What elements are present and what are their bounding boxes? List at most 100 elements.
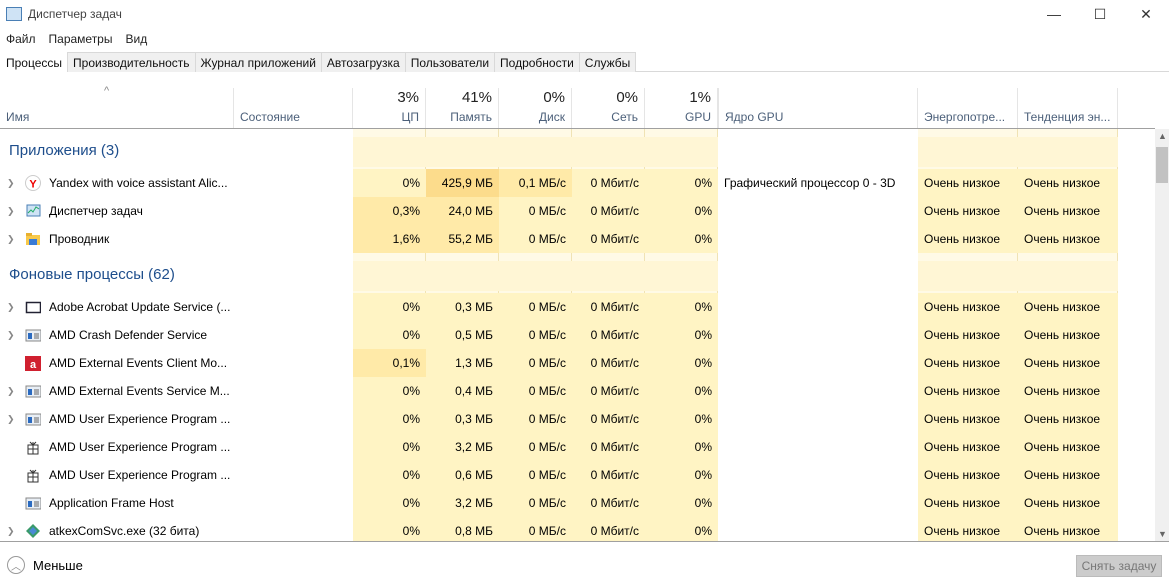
expand-chevron-icon[interactable]: ❯ bbox=[7, 386, 15, 396]
cell-gpu: 0% bbox=[645, 293, 718, 321]
column-header-cpu[interactable]: 3% ЦП bbox=[353, 88, 426, 128]
tab-3[interactable]: Автозагрузка bbox=[320, 52, 406, 72]
cell-disk: 0,1 МБ/с bbox=[499, 169, 572, 197]
cell-power-usage: Очень низкое bbox=[918, 405, 1018, 433]
cell-cpu: 0% bbox=[353, 293, 426, 321]
column-header-gpu[interactable]: 1% GPU bbox=[645, 88, 718, 128]
column-label: Состояние bbox=[240, 110, 300, 124]
cell-memory: 0,6 МБ bbox=[426, 461, 499, 489]
cell-disk: 0 МБ/с bbox=[499, 517, 572, 541]
cell-power-usage: Очень низкое bbox=[918, 321, 1018, 349]
process-row[interactable]: AMD User Experience Program ... 0% 3,2 МБ 0… bbox=[0, 433, 1155, 461]
process-row[interactable]: ❯ AMD External Events Service M... 0% 0,4 М… bbox=[0, 377, 1155, 405]
column-label: Энергопотре... bbox=[924, 110, 1006, 124]
cell-network: 0 Мбит/с bbox=[572, 461, 645, 489]
process-name: Проводник bbox=[49, 232, 110, 246]
cell-gpu: 0% bbox=[645, 517, 718, 541]
scroll-down-icon[interactable]: ▼ bbox=[1158, 529, 1167, 539]
cell-cpu: 0% bbox=[353, 169, 426, 197]
cell-gpu: 0% bbox=[645, 489, 718, 517]
column-header-disk[interactable]: 0% Диск bbox=[499, 88, 572, 128]
column-header-network[interactable]: 0% Сеть bbox=[572, 88, 645, 128]
group-header[interactable]: Фоновые процессы (62) bbox=[0, 261, 1155, 291]
minimize-button[interactable]: — bbox=[1047, 6, 1061, 22]
atkex-icon bbox=[25, 523, 41, 539]
cell-power-trend: Очень низкое bbox=[1018, 293, 1118, 321]
svg-text:Y: Y bbox=[29, 179, 37, 191]
close-button[interactable]: ✕ bbox=[1140, 5, 1152, 22]
column-header-memory[interactable]: 41% Память bbox=[426, 88, 499, 128]
process-row[interactable]: ❯ Проводник 1,6% 55,2 МБ 0 МБ/с 0 Мбит/с 0% Оче… bbox=[0, 225, 1155, 253]
menu-view[interactable]: Вид bbox=[125, 32, 148, 46]
expand-chevron-icon[interactable]: ❯ bbox=[7, 526, 15, 536]
cell-cpu: 0% bbox=[353, 321, 426, 349]
column-header-power-usage[interactable]: Энергопотре... bbox=[918, 88, 1018, 128]
group-header[interactable]: Приложения (3) bbox=[0, 137, 1155, 167]
group-cell bbox=[353, 137, 426, 167]
expand-chevron-icon[interactable]: ❯ bbox=[7, 302, 15, 312]
tab-4[interactable]: Пользователи bbox=[404, 52, 496, 72]
cell-power-usage: Очень низкое bbox=[918, 461, 1018, 489]
tab-6[interactable]: Службы bbox=[578, 52, 637, 72]
menu-options[interactable]: Параметры bbox=[48, 32, 113, 46]
process-row[interactable]: a AMD External Events Client Mo... 0,1% 1,3… bbox=[0, 349, 1155, 377]
cell-disk: 0 МБ/с bbox=[499, 197, 572, 225]
group-cell bbox=[1018, 137, 1118, 167]
scrollbar-thumb[interactable] bbox=[1156, 147, 1168, 183]
cell-memory: 425,9 МБ bbox=[426, 169, 499, 197]
group-cell bbox=[499, 261, 572, 291]
expand-chevron-icon[interactable]: ❯ bbox=[7, 206, 15, 216]
cell-power-usage: Очень низкое bbox=[918, 225, 1018, 253]
cell-gpu: 0% bbox=[645, 461, 718, 489]
expand-chevron-icon[interactable]: ❯ bbox=[7, 414, 15, 424]
end-task-button[interactable]: Снять задачу bbox=[1076, 555, 1162, 577]
column-label: Диск bbox=[538, 110, 565, 124]
expand-chevron-icon[interactable]: ❯ bbox=[7, 178, 15, 188]
expand-chevron-icon[interactable]: ❯ bbox=[7, 234, 15, 244]
group-cell bbox=[426, 261, 499, 291]
process-row[interactable]: ❯ Adobe Acrobat Update Service (... 0% 0,3 … bbox=[0, 293, 1155, 321]
cell-disk: 0 МБ/с bbox=[499, 489, 572, 517]
column-header-power-trend[interactable]: Тенденция эн... bbox=[1018, 88, 1118, 128]
fewer-details-button[interactable]: ︿ Меньше bbox=[7, 556, 83, 574]
maximize-button[interactable]: ☐ bbox=[1093, 5, 1107, 22]
cell-network: 0 Мбит/с bbox=[572, 349, 645, 377]
cell-disk: 0 МБ/с bbox=[499, 293, 572, 321]
explorer-icon bbox=[25, 231, 41, 247]
cell-power-usage: Очень низкое bbox=[918, 293, 1018, 321]
tab-1[interactable]: Производительность bbox=[67, 52, 196, 72]
cell-power-usage: Очень низкое bbox=[918, 377, 1018, 405]
expand-chevron-icon[interactable]: ❯ bbox=[7, 330, 15, 340]
process-name: AMD User Experience Program ... bbox=[49, 412, 231, 426]
vertical-scrollbar[interactable]: ▲ ▼ bbox=[1155, 129, 1169, 541]
tab-2[interactable]: Журнал приложений bbox=[194, 52, 322, 72]
process-row[interactable]: ❯ Диспетчер задач 0,3% 24,0 МБ 0 МБ/с 0 Мбит/… bbox=[0, 197, 1155, 225]
cell-memory: 1,3 МБ bbox=[426, 349, 499, 377]
cell-network: 0 Мбит/с bbox=[572, 489, 645, 517]
process-row[interactable]: Application Frame Host 0% 3,2 МБ 0 МБ/с 0 Мб… bbox=[0, 489, 1155, 517]
process-row[interactable]: AMD User Experience Program ... 0% 0,6 МБ 0… bbox=[0, 461, 1155, 489]
tab-5[interactable]: Подробности bbox=[494, 52, 580, 72]
column-header-name[interactable]: ^ Имя bbox=[0, 85, 233, 128]
chevron-up-icon: ︿ bbox=[7, 556, 25, 574]
cell-cpu: 1,6% bbox=[353, 225, 426, 253]
column-label: Тенденция эн... bbox=[1024, 110, 1111, 124]
process-row[interactable]: ❯ Y Yandex with voice assistant Alic... 0% 4… bbox=[0, 169, 1155, 197]
process-row[interactable]: ❯ atkexComSvc.exe (32 бита) 0% 0,8 МБ 0 МБ/с… bbox=[0, 517, 1155, 541]
cell-power-trend: Очень низкое bbox=[1018, 169, 1118, 197]
column-header-gpu-engine[interactable]: Ядро GPU bbox=[718, 88, 918, 128]
yandex-icon: Y bbox=[25, 175, 41, 191]
process-row[interactable]: ❯ AMD Crash Defender Service 0% 0,5 МБ 0 МБ/… bbox=[0, 321, 1155, 349]
tab-0[interactable]: Процессы bbox=[0, 52, 69, 73]
scroll-up-icon[interactable]: ▲ bbox=[1158, 131, 1167, 141]
column-header-status[interactable]: Состояние bbox=[233, 88, 353, 128]
process-name: Yandex with voice assistant Alic... bbox=[49, 176, 228, 190]
cell-power-trend: Очень низкое bbox=[1018, 489, 1118, 517]
window-icon bbox=[25, 299, 42, 315]
process-name: AMD User Experience Program ... bbox=[49, 468, 231, 482]
menu-file[interactable]: Файл bbox=[6, 32, 36, 46]
process-name: atkexComSvc.exe (32 бита) bbox=[49, 524, 200, 538]
process-row[interactable]: ❯ AMD User Experience Program ... 0% 0,3 МБ… bbox=[0, 405, 1155, 433]
menu-bar: Файл Параметры Вид bbox=[0, 28, 1169, 50]
cell-network: 0 Мбит/с bbox=[572, 293, 645, 321]
